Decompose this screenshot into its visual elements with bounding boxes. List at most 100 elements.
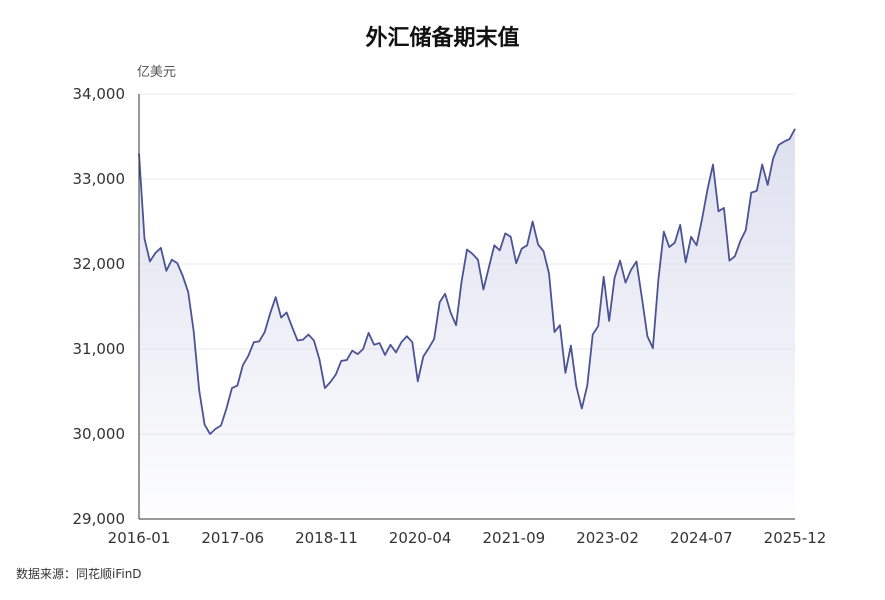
axes bbox=[138, 94, 795, 520]
data-point bbox=[198, 389, 200, 391]
data-point bbox=[160, 247, 162, 249]
data-point bbox=[286, 311, 288, 313]
data-point bbox=[379, 342, 381, 344]
data-point bbox=[717, 210, 719, 212]
data-point bbox=[455, 324, 457, 326]
data-point bbox=[756, 190, 758, 192]
data-point bbox=[586, 385, 588, 387]
data-point bbox=[258, 340, 260, 342]
data-point bbox=[193, 330, 195, 332]
data-point bbox=[745, 229, 747, 231]
data-point bbox=[701, 218, 703, 220]
data-point bbox=[493, 244, 495, 246]
data-point bbox=[307, 334, 309, 336]
data-point bbox=[368, 332, 370, 334]
data-point bbox=[176, 262, 178, 264]
data-point bbox=[384, 354, 386, 356]
data-point bbox=[635, 260, 637, 262]
data-point bbox=[575, 385, 577, 387]
x-tick-label: 2024-07 bbox=[670, 529, 733, 547]
data-point bbox=[433, 338, 435, 340]
y-tick-label: 33,000 bbox=[73, 170, 126, 188]
data-point bbox=[225, 408, 227, 410]
data-point bbox=[570, 345, 572, 347]
data-point bbox=[696, 244, 698, 246]
data-point bbox=[657, 279, 659, 281]
data-point bbox=[187, 291, 189, 293]
y-tick-label: 32,000 bbox=[73, 255, 126, 273]
data-point bbox=[641, 297, 643, 299]
y-tick-label: 31,000 bbox=[73, 340, 126, 358]
data-point bbox=[362, 348, 364, 350]
data-point bbox=[444, 293, 446, 295]
data-point bbox=[466, 249, 468, 251]
data-point bbox=[778, 144, 780, 146]
series-area-fill bbox=[139, 128, 795, 519]
data-point bbox=[373, 344, 375, 346]
data-point bbox=[461, 281, 463, 283]
x-tick-label: 2016-01 bbox=[108, 529, 171, 547]
y-tick-label: 34,000 bbox=[73, 85, 126, 103]
data-point bbox=[143, 238, 145, 240]
data-point bbox=[674, 242, 676, 244]
data-point bbox=[439, 301, 441, 303]
data-point bbox=[149, 260, 151, 262]
data-point bbox=[750, 192, 752, 194]
data-point bbox=[559, 324, 561, 326]
data-point bbox=[510, 236, 512, 238]
data-point bbox=[690, 236, 692, 238]
data-point bbox=[269, 312, 271, 314]
chart-title: 外汇储备期末值 bbox=[365, 26, 520, 51]
data-point bbox=[340, 360, 342, 362]
data-point bbox=[707, 188, 709, 190]
tick-labels: 29,000 30,000 31,000 32,000 33,000 34,000 2016… bbox=[73, 85, 827, 547]
data-point bbox=[630, 269, 632, 271]
data-point bbox=[619, 260, 621, 262]
data-point bbox=[553, 331, 555, 333]
data-point bbox=[417, 380, 419, 382]
data-point bbox=[646, 335, 648, 337]
data-point bbox=[663, 231, 665, 233]
x-tick-label: 2023-02 bbox=[576, 529, 639, 547]
data-point bbox=[329, 381, 331, 383]
data-point bbox=[395, 351, 397, 353]
data-point bbox=[253, 341, 255, 343]
data-point bbox=[521, 248, 523, 250]
data-point bbox=[789, 138, 791, 140]
x-tick-label: 2017-06 bbox=[201, 529, 264, 547]
data-point bbox=[291, 326, 293, 328]
data-point bbox=[581, 408, 583, 410]
data-point bbox=[280, 317, 282, 319]
data-point bbox=[324, 387, 326, 389]
data-point bbox=[471, 253, 473, 255]
data-point bbox=[537, 243, 539, 245]
x-tick-label: 2018-11 bbox=[295, 529, 358, 547]
data-point bbox=[532, 221, 534, 223]
data-point bbox=[242, 364, 244, 366]
data-point bbox=[734, 255, 736, 257]
data-point bbox=[389, 344, 391, 346]
data-point bbox=[564, 372, 566, 374]
data-point bbox=[712, 164, 714, 166]
data-point bbox=[236, 385, 238, 387]
data-point bbox=[346, 359, 348, 361]
data-point bbox=[428, 347, 430, 349]
data-point bbox=[264, 331, 266, 333]
x-tick-label: 2020-04 bbox=[389, 529, 452, 547]
data-point bbox=[154, 252, 156, 254]
data-point bbox=[543, 250, 545, 252]
data-point bbox=[215, 428, 217, 430]
data-point bbox=[652, 347, 654, 349]
data-point bbox=[313, 340, 315, 342]
data-point bbox=[499, 249, 501, 251]
data-source-label: 数据来源：同花顺iFinD bbox=[16, 567, 142, 581]
area-layer bbox=[138, 128, 796, 519]
data-point bbox=[592, 334, 594, 336]
data-point bbox=[275, 296, 277, 298]
y-tick-label: 30,000 bbox=[73, 425, 126, 443]
data-point bbox=[761, 164, 763, 166]
series-line bbox=[138, 128, 796, 435]
data-point bbox=[406, 335, 408, 337]
data-point bbox=[603, 276, 605, 278]
